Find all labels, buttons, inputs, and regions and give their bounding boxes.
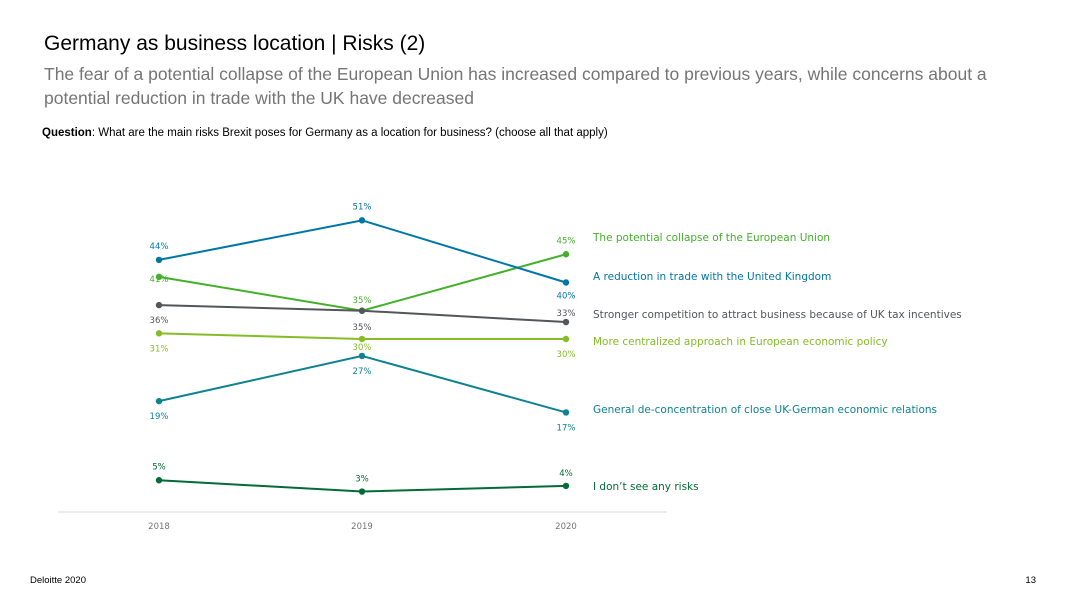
data-point bbox=[155, 477, 163, 484]
line-chart: 2018 2019 2020 41% 35% 45% The potential colla… bbox=[58, 202, 962, 532]
legend-entry: A reduction in trade with the United Kin… bbox=[593, 271, 831, 283]
legend-entry: Stronger competition to attract business… bbox=[593, 309, 962, 321]
data-point bbox=[155, 330, 163, 337]
legend-entry: More centralized approach in European ec… bbox=[593, 336, 888, 348]
data-point bbox=[358, 307, 366, 314]
data-point bbox=[562, 318, 570, 326]
data-label: 35% bbox=[353, 323, 372, 333]
data-point bbox=[358, 217, 366, 224]
data-point bbox=[358, 488, 366, 495]
footer-source: Deloitte 2020 bbox=[30, 575, 86, 586]
data-label: 41% bbox=[150, 275, 169, 285]
data-label: 30% bbox=[353, 343, 372, 353]
page-title: Germany as business location | Risks (2) bbox=[44, 32, 426, 55]
data-label: 33% bbox=[557, 309, 576, 319]
data-point bbox=[562, 409, 570, 416]
legend-entry: The potential collapse of the European U… bbox=[592, 232, 830, 244]
x-tick-label: 2018 bbox=[148, 522, 170, 532]
data-label: 4% bbox=[559, 469, 573, 479]
series-line bbox=[158, 354, 567, 414]
data-label: 3% bbox=[355, 475, 369, 485]
data-label: 45% bbox=[557, 236, 576, 246]
data-point bbox=[562, 335, 570, 343]
data-point bbox=[155, 273, 163, 281]
data-label: 27% bbox=[353, 367, 372, 377]
series-line bbox=[158, 219, 567, 284]
data-label: 44% bbox=[150, 242, 169, 252]
data-point bbox=[155, 256, 163, 264]
data-point bbox=[155, 397, 163, 405]
data-point bbox=[155, 301, 163, 309]
question-label: Question bbox=[42, 127, 92, 139]
data-label: 51% bbox=[353, 202, 372, 212]
survey-question: Question: What are the main risks Brexit… bbox=[42, 127, 608, 139]
data-label: 5% bbox=[152, 462, 166, 472]
x-tick-label: 2019 bbox=[351, 522, 373, 532]
page-subtitle: The fear of a potential collapse of the … bbox=[44, 64, 987, 108]
data-label: 40% bbox=[557, 292, 576, 302]
legend-entry: I don’t see any risks bbox=[593, 481, 699, 493]
data-point bbox=[562, 482, 570, 490]
data-point bbox=[562, 251, 570, 258]
x-tick-label: 2020 bbox=[555, 522, 577, 532]
question-text: : What are the main risks Brexit poses f… bbox=[91, 127, 608, 139]
data-point bbox=[358, 352, 366, 360]
data-point bbox=[358, 335, 366, 343]
legend-entry: General de-concentration of close UK-Ger… bbox=[593, 404, 937, 416]
data-label: 19% bbox=[150, 412, 169, 422]
page-number: 13 bbox=[1025, 575, 1036, 586]
data-label: 36% bbox=[150, 316, 169, 326]
data-label: 17% bbox=[557, 423, 576, 433]
data-point bbox=[562, 279, 570, 286]
data-label: 30% bbox=[557, 350, 576, 360]
data-label: 31% bbox=[150, 344, 169, 354]
data-label: 35% bbox=[353, 296, 372, 306]
